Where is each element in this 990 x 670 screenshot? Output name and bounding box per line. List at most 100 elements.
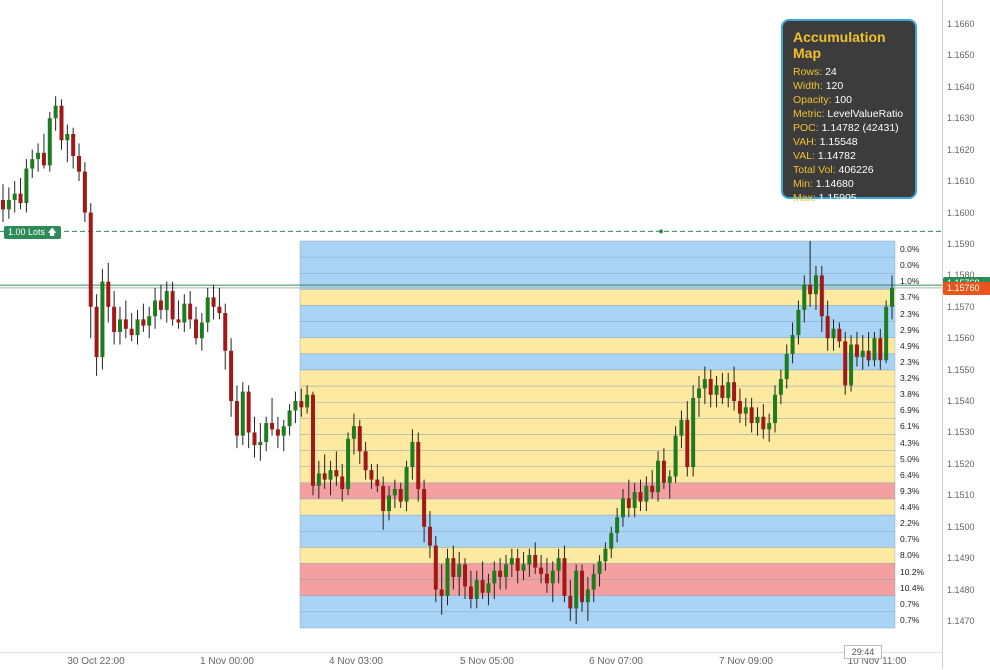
candle-body	[416, 441, 421, 490]
candle-body	[860, 350, 865, 358]
candle-body	[615, 517, 620, 534]
panel-row-key: Opacity:	[793, 94, 835, 106]
panel-row-value: 1.15905	[818, 192, 857, 204]
accumulation-row-percent: 4.4%	[900, 502, 920, 513]
accumulation-row	[299, 369, 896, 387]
candle-body	[468, 586, 473, 600]
panel-row: VAH: 1.15548	[793, 135, 915, 149]
chart-area[interactable]: 0.0% 0.0% 1.0% 3.7% 2.3% 2.9% 4.9% 2.3% 3.2% 3.8%…	[0, 0, 942, 652]
candle-body	[6, 199, 11, 210]
accumulation-row-percent: 10.2%	[900, 566, 925, 577]
time-tick-label: 4 Nov 03:00	[329, 656, 383, 667]
candle-body	[527, 555, 532, 565]
candle-body	[24, 168, 29, 204]
accumulation-row-percent: 0.0%	[900, 260, 920, 271]
panel-row: Rows: 24	[793, 65, 915, 79]
candle-body	[632, 492, 637, 508]
candle-body	[229, 350, 234, 402]
candle-body	[802, 284, 807, 310]
candle-body	[1, 199, 5, 210]
price-tick-label: 1.1500	[947, 521, 975, 532]
candle-body	[369, 470, 374, 480]
candle-body	[872, 338, 877, 361]
candle-body	[597, 561, 602, 574]
candle-body	[463, 564, 468, 587]
candle-body	[100, 281, 105, 358]
candle-body	[837, 328, 842, 342]
candle-body	[550, 570, 555, 584]
accumulation-row	[299, 547, 896, 564]
candle-body	[71, 133, 76, 156]
candle-body	[41, 152, 46, 166]
price-tick-label: 1.1530	[947, 427, 975, 438]
candle-body	[170, 291, 175, 320]
candle-body	[404, 467, 409, 502]
candle-body	[363, 451, 368, 471]
panel-row-key: Min:	[793, 178, 816, 190]
candle-body	[287, 410, 292, 427]
candle-body	[609, 533, 614, 549]
candle-body	[533, 555, 538, 568]
accumulation-row-percent: 5.0%	[900, 453, 920, 464]
candle-body	[866, 350, 871, 361]
candle-body	[240, 391, 245, 436]
candle-body	[620, 498, 625, 518]
price-tick-label: 1.1590	[947, 238, 975, 249]
price-tick-label: 1.1470	[947, 616, 975, 626]
candle-body	[129, 328, 134, 336]
candle-body	[310, 394, 315, 486]
lots-label: 1.00 Lots	[8, 227, 46, 237]
candle-body	[808, 284, 813, 295]
panel-row-key: Max:	[793, 192, 819, 204]
accumulation-row-percent: 2.9%	[900, 324, 920, 335]
candle-body	[650, 485, 655, 493]
candle-body	[714, 385, 719, 395]
candle-body	[591, 573, 596, 590]
candle-body	[176, 319, 181, 323]
candle-body	[375, 479, 380, 486]
accumulation-row-percent: 0.0%	[900, 244, 920, 255]
bar-countdown: 29:44	[844, 645, 882, 659]
panel-row-value: 100	[834, 94, 852, 106]
time-tick-label: 7 Nov 09:00	[719, 656, 773, 667]
accumulation-row-percent: 0.7%	[900, 534, 920, 545]
panel-row-value: 120	[825, 80, 844, 92]
price-tick-label: 1.1550	[947, 364, 975, 375]
accumulation-row-percent: 4.9%	[900, 340, 920, 351]
accumulation-row	[299, 353, 896, 371]
candle-body	[539, 567, 544, 574]
panel-row-value: 406226	[838, 164, 874, 176]
accumulation-row	[299, 595, 896, 613]
accumulation-row	[299, 531, 896, 548]
panel-row-value: 1.14680	[815, 178, 854, 190]
candle-body	[433, 545, 438, 590]
arrow-up-icon: 🡅	[47, 227, 57, 237]
price-tick-label: 1.1620	[947, 144, 975, 155]
candle-body	[398, 489, 403, 502]
price-tick-label: 1.1580	[947, 270, 975, 281]
time-axis[interactable]: 30 Oct 22:00 1 Nov 00:00 4 Nov 03:00 5 Nov …	[0, 652, 942, 670]
position-lots-badge[interactable]: 1.00 Lots 🡅	[4, 226, 61, 239]
accumulation-row-percent: 2.3%	[900, 308, 920, 319]
candle-body	[223, 313, 228, 351]
candle-body	[831, 328, 836, 339]
candle-body	[480, 580, 485, 593]
candle-body	[410, 441, 415, 468]
panel-row: Metric: LevelValueRatio	[793, 107, 915, 121]
price-axis[interactable]: 1.1660 1.1650 1.1640 1.1630 1.1620 1.1610 1.16…	[942, 0, 990, 669]
panel-row: POC: 1.14782 (42431)	[793, 121, 915, 135]
candle-body	[544, 573, 549, 584]
candle-body	[106, 281, 111, 307]
price-chart[interactable]	[0, 0, 942, 652]
candle-body	[755, 416, 760, 424]
panel-title: Accumulation Map	[793, 29, 886, 61]
candle-body	[77, 155, 82, 172]
candle-body	[843, 341, 848, 386]
candle-body	[451, 558, 456, 578]
candle-body	[141, 319, 146, 326]
candle-body	[36, 152, 41, 160]
candle-body	[387, 495, 392, 512]
panel-row-key: Rows:	[793, 66, 826, 78]
price-tick-label: 1.1630	[947, 113, 975, 124]
candle-body	[322, 473, 327, 480]
